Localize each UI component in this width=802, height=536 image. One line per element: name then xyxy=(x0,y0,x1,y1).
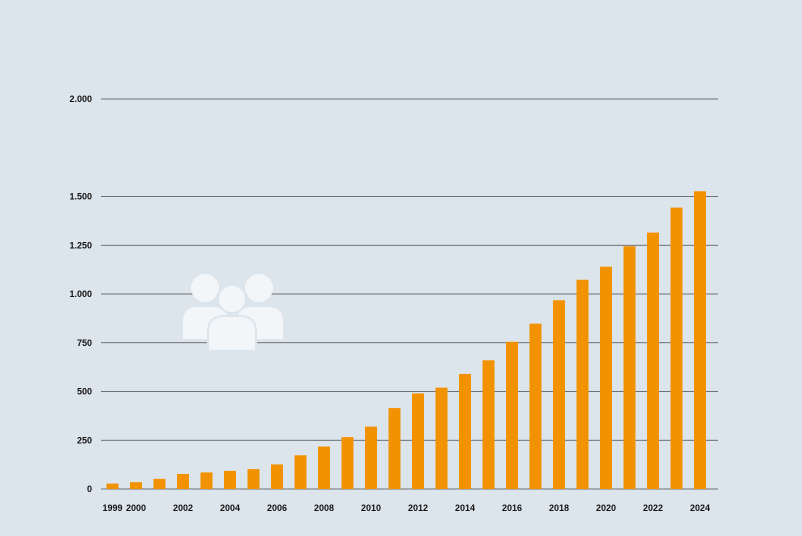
x-tick-label: 2016 xyxy=(502,503,522,513)
bar-2017 xyxy=(529,323,542,489)
bar-2009 xyxy=(341,437,354,489)
y-axis-tick-labels: 0 250 500 750 1.000 1.250 1.500 2.000 xyxy=(69,94,92,494)
bar-2012 xyxy=(412,393,424,489)
bar-2006 xyxy=(271,464,283,489)
bar-2021 xyxy=(623,246,636,489)
y-tick-label: 750 xyxy=(77,338,92,348)
bars xyxy=(106,191,706,490)
bar-2001 xyxy=(153,478,166,489)
bar-2020 xyxy=(600,266,612,489)
bar-2013 xyxy=(435,387,448,489)
bar-2019 xyxy=(576,279,589,489)
bar-2023 xyxy=(670,207,683,490)
y-tick-label: 0 xyxy=(87,484,92,494)
bar-2008 xyxy=(318,446,330,489)
x-tick-label: 2020 xyxy=(596,503,616,513)
x-tick-label: 2012 xyxy=(408,503,428,513)
bar-2005 xyxy=(247,469,260,489)
x-tick-label: 2004 xyxy=(220,503,240,513)
bar-2024 xyxy=(694,191,706,490)
y-tick-label: 1.250 xyxy=(69,240,92,250)
y-tick-label: 1.000 xyxy=(69,289,92,299)
y-tick-label: 250 xyxy=(77,435,92,445)
bar-2003 xyxy=(200,472,213,489)
bar-2007 xyxy=(294,455,307,489)
x-tick-label: 2022 xyxy=(643,503,663,513)
bar-2022 xyxy=(647,232,659,489)
bar-2000 xyxy=(130,482,142,489)
bar-2015 xyxy=(482,360,495,489)
y-tick-label: 500 xyxy=(77,387,92,397)
x-axis-tick-labels: 1999 2000 2002 2004 2006 2008 2010 2012 2014 2016… xyxy=(102,503,710,513)
bar-2002 xyxy=(177,473,189,489)
people-group-icon xyxy=(183,274,283,352)
bar-2016 xyxy=(506,341,518,489)
x-tick-label: 2006 xyxy=(267,503,287,513)
x-tick-label: 2008 xyxy=(314,503,334,513)
bar-2010 xyxy=(365,426,377,489)
x-tick-label: 2010 xyxy=(361,503,381,513)
x-tick-label: 2000 xyxy=(126,503,146,513)
bar-2018 xyxy=(553,300,565,489)
bar-2011 xyxy=(388,408,401,489)
x-tick-label: 2018 xyxy=(549,503,569,513)
x-tick-label: 1999 xyxy=(102,503,122,513)
x-tick-label: 2002 xyxy=(173,503,193,513)
x-tick-label: 2014 xyxy=(455,503,475,513)
bar-2004 xyxy=(224,470,236,489)
x-tick-label: 2024 xyxy=(690,503,710,513)
y-tick-label: 1.500 xyxy=(69,192,92,202)
y-tick-label: 2.000 xyxy=(69,94,92,104)
bar-2014 xyxy=(459,373,471,489)
bar-1999 xyxy=(106,483,119,489)
